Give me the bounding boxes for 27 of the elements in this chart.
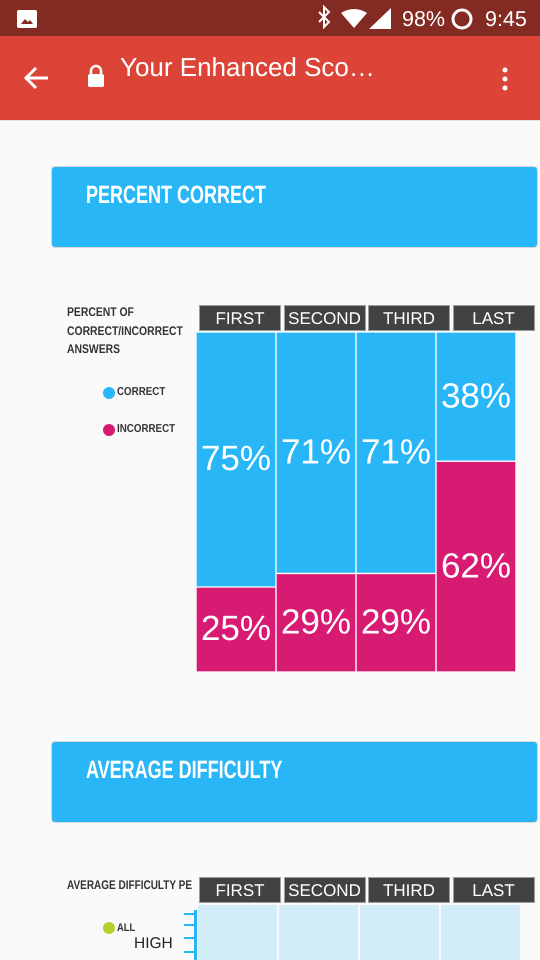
data-label: 62% xyxy=(440,546,512,586)
x-tick-label: FIRST xyxy=(215,309,265,328)
data-label: 71% xyxy=(280,432,352,472)
data-label: 38% xyxy=(440,376,512,416)
chart-title: PERCENT CORRECT xyxy=(86,181,266,209)
data-label: 75% xyxy=(200,439,272,478)
legend-label: INCORRECT xyxy=(117,423,176,436)
x-tick-label: LAST xyxy=(472,309,515,328)
data-label: 29% xyxy=(360,602,432,642)
data-label: 29% xyxy=(280,602,352,642)
legend-label: CORRECT xyxy=(117,386,166,399)
data-label: 25% xyxy=(200,609,272,648)
legend-label: ALL xyxy=(117,922,136,934)
category-label: SECOND xyxy=(288,881,361,900)
text: HIGH xyxy=(134,935,173,952)
data-label: 71% xyxy=(360,432,432,472)
text: 9:45 xyxy=(485,6,527,30)
x-tick-label: SECOND xyxy=(288,309,361,328)
category-label: THIRD xyxy=(383,881,435,900)
y-axis-title: PERCENT OF CORRECT/INCORRECT ANSWERS xyxy=(67,304,184,358)
text: AVERAGE DIFFICULTY PE xyxy=(67,878,192,892)
text: Your Enhanced Sco… xyxy=(120,52,375,82)
text: AVERAGE DIFFICULTY xyxy=(86,756,282,784)
category-label: FIRST xyxy=(215,881,265,900)
x-tick-label: THIRD xyxy=(383,309,435,328)
category-label: LAST xyxy=(472,881,515,900)
text: 98% xyxy=(402,6,446,30)
